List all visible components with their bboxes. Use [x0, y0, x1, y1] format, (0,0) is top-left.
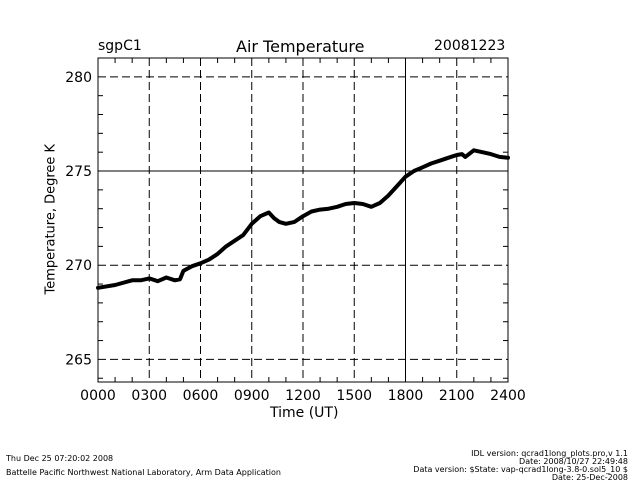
- footer-idl-version: IDL version: qcrad1long_plots.pro,v 1.1: [471, 449, 628, 458]
- x-tick-label: 1200: [285, 388, 321, 404]
- footer-timestamp: Thu Dec 25 07:20:02 2008: [6, 454, 114, 463]
- site-label: sgpC1: [98, 38, 142, 54]
- x-axis-label: Time (UT): [270, 405, 339, 421]
- x-tick-label: 0600: [183, 388, 219, 404]
- x-tick-label: 2400: [490, 388, 526, 404]
- y-tick-label: 280: [65, 70, 92, 86]
- plot-frame: [97, 57, 509, 383]
- grid-lines: [98, 58, 508, 382]
- x-tick-label: 1500: [336, 388, 372, 404]
- y-tick-label: 265: [65, 352, 92, 368]
- footer-organization: Battelle Pacific Northwest National Labo…: [6, 468, 281, 477]
- x-tick-label: 1800: [388, 388, 424, 404]
- date-label: 20081223: [434, 38, 506, 54]
- chart-title: Air Temperature: [236, 37, 365, 56]
- y-tick-label: 275: [65, 164, 92, 180]
- x-tick-label: 0900: [234, 388, 270, 404]
- footer-data-date: Date: 25-Dec-2008: [551, 473, 628, 482]
- tick-labels: 0000 0300 0600 0900 1200 1500 1800 2100 2400 265 2…: [65, 70, 526, 404]
- y-tick-label: 270: [65, 258, 92, 274]
- footer-data-version: Data version: $State: vap-qcrad1long-3.8…: [413, 465, 628, 474]
- series-line-air-temperature: [96, 148, 510, 290]
- y-axis-label: Temperature, Degree K: [43, 143, 59, 295]
- x-tick-label: 0000: [80, 388, 116, 404]
- footer-idl-date: Date: 2008/10/27 22:49:48: [519, 457, 628, 466]
- x-tick-label: 2100: [439, 388, 475, 404]
- x-tick-label: 0300: [131, 388, 167, 404]
- axis-ticks: [98, 57, 508, 382]
